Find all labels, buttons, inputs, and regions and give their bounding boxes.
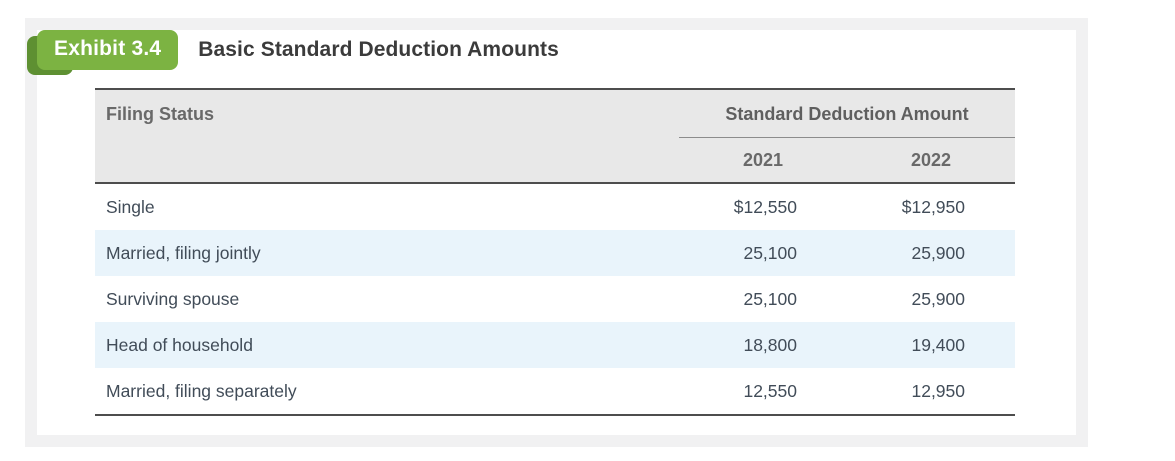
amount-2022-cell: 19,400 xyxy=(911,334,966,355)
col-header-year-2021: 2021 xyxy=(679,137,847,184)
col-header-filing-status: Filing Status xyxy=(95,89,679,184)
exhibit-panel: Filing Status Standard Deduction Amount … xyxy=(25,18,1088,447)
exhibit-header: Exhibit 3.4 Basic Standard Deduction Amo… xyxy=(27,30,559,75)
amount-2022-cell: $12,950 xyxy=(901,196,966,217)
amount-2022-cell: 12,950 xyxy=(911,380,966,401)
table-row-married-filing-separately: Married, filing separately 12,550 12,950 xyxy=(95,368,1015,415)
amount-2021-cell: 12,550 xyxy=(743,380,797,401)
filing-status-cell: Single xyxy=(106,196,155,217)
filing-status-cell: Surviving spouse xyxy=(106,288,240,309)
filing-status-cell: Married, filing jointly xyxy=(106,242,261,263)
filing-status-cell: Married, filing separately xyxy=(106,380,297,401)
deduction-table: Filing Status Standard Deduction Amount … xyxy=(95,88,1016,416)
amount-2021-cell: $12,550 xyxy=(733,196,797,217)
filing-status-cell: Head of household xyxy=(106,334,253,355)
amount-2021-cell: 25,100 xyxy=(743,288,797,309)
table-row-head-of-household: Head of household 18,800 19,400 xyxy=(95,322,1016,368)
exhibit-badge: Exhibit 3.4 xyxy=(37,30,179,70)
col-header-standard-deduction-amount: Standard Deduction Amount xyxy=(679,89,1016,138)
table-row-surviving-spouse: Surviving spouse 25,100 25,900 xyxy=(95,276,1015,322)
amount-2021-cell: 25,100 xyxy=(743,242,797,263)
exhibit-title: Basic Standard Deduction Amounts xyxy=(198,38,559,61)
table-header: Filing Status Standard Deduction Amount … xyxy=(95,89,1016,184)
col-header-year-2022: 2022 xyxy=(847,137,1016,184)
amount-2021-cell: 18,800 xyxy=(743,334,797,355)
table-row-married-filing-jointly: Married, filing jointly 25,100 25,900 xyxy=(95,230,1016,276)
amount-2022-cell: 25,900 xyxy=(911,288,966,309)
amount-2022-cell: 25,900 xyxy=(911,242,966,263)
table-row-single: Single $12,550 $12,950 xyxy=(95,183,1015,230)
